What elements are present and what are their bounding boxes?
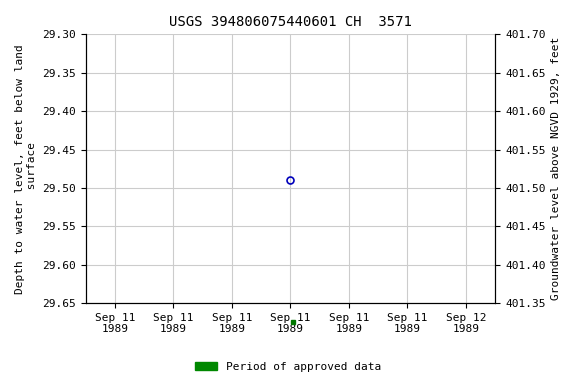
- Title: USGS 394806075440601 CH  3571: USGS 394806075440601 CH 3571: [169, 15, 412, 29]
- Y-axis label: Depth to water level, feet below land
 surface: Depth to water level, feet below land su…: [15, 44, 37, 294]
- Legend: Period of approved data: Period of approved data: [191, 358, 385, 377]
- Y-axis label: Groundwater level above NGVD 1929, feet: Groundwater level above NGVD 1929, feet: [551, 37, 561, 300]
